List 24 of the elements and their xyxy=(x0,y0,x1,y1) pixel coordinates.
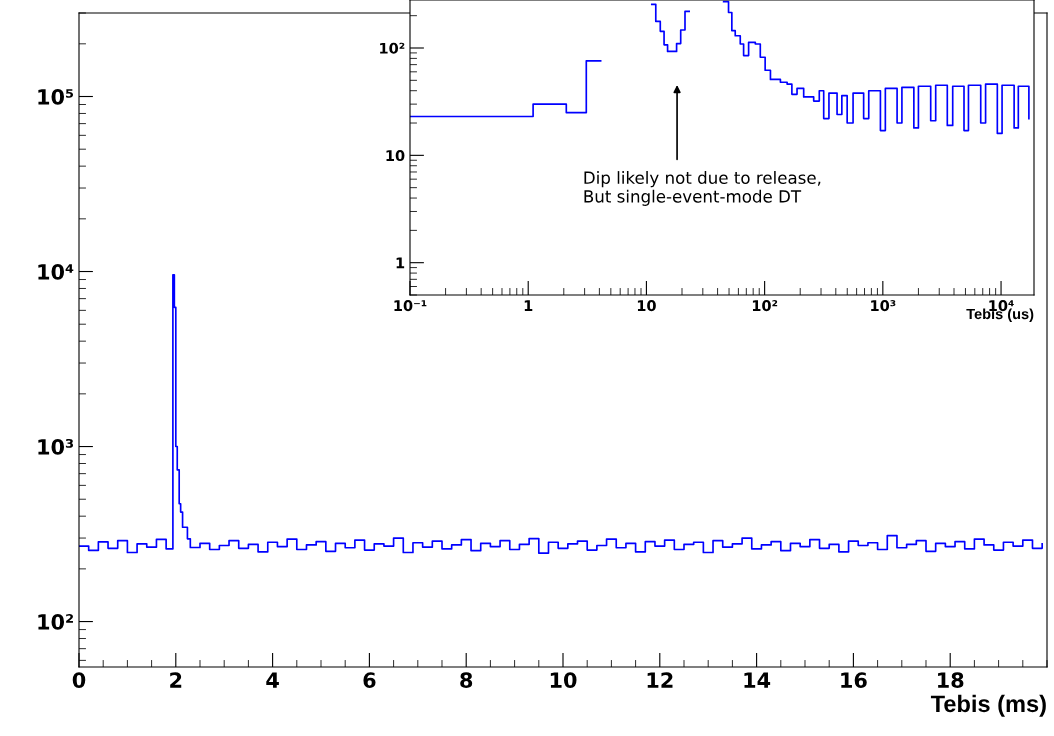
x-tick-label: 10³ xyxy=(871,300,896,312)
x-tick-label: 10 xyxy=(637,300,656,312)
x-tick-label: 10 xyxy=(550,672,577,688)
x-tick-label: 0 xyxy=(72,672,86,688)
x-tick-label: 14 xyxy=(744,672,771,688)
x-tick-label: 8 xyxy=(460,672,473,688)
x-tick-label: 18 xyxy=(938,672,964,688)
x-tick-label: 2 xyxy=(170,672,182,688)
x-axis-title: Tebis (ms) xyxy=(930,694,1046,717)
x-tick-label: 4 xyxy=(266,672,279,688)
x-tick-label: 10⁻¹ xyxy=(394,300,427,312)
y-tick-label: 10² xyxy=(380,42,405,54)
y-tick-label: 10² xyxy=(38,614,73,630)
x-tick-label: 10² xyxy=(752,300,778,312)
y-tick-label: 1 xyxy=(396,257,405,269)
x-tick-label: 16 xyxy=(841,672,867,688)
y-tick-label: 10⁵ xyxy=(38,88,74,105)
y-tick-label: 10⁴ xyxy=(38,263,74,280)
y-tick-label: 10³ xyxy=(38,438,74,455)
annotation: Dip likely not due to release, But single-event-mode DT xyxy=(584,171,821,206)
x-tick-label: 6 xyxy=(363,672,376,688)
x-tick-label: 12 xyxy=(647,672,673,688)
y-tick-label: 10 xyxy=(386,150,405,162)
x-tick-label: 1 xyxy=(524,300,533,311)
